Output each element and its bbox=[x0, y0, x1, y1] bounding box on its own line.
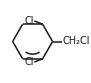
Text: Cl: Cl bbox=[25, 16, 34, 26]
Text: CH₂Cl: CH₂Cl bbox=[63, 37, 90, 46]
Text: Cl: Cl bbox=[25, 57, 34, 67]
